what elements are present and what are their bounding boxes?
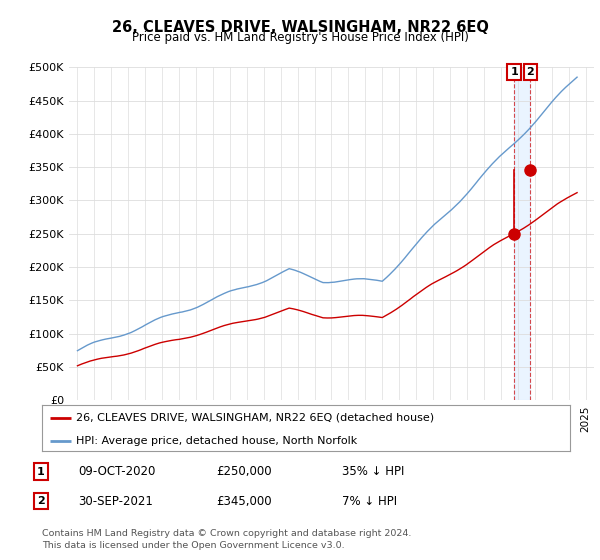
Text: 2: 2 <box>527 67 535 77</box>
Text: £250,000: £250,000 <box>216 465 272 478</box>
Text: 1: 1 <box>510 67 518 77</box>
Text: 7% ↓ HPI: 7% ↓ HPI <box>342 494 397 508</box>
Text: 09-OCT-2020: 09-OCT-2020 <box>78 465 155 478</box>
Text: 1: 1 <box>37 466 44 477</box>
Bar <box>514 67 530 400</box>
Text: 2: 2 <box>37 496 44 506</box>
Text: 30-SEP-2021: 30-SEP-2021 <box>78 494 153 508</box>
Text: Contains HM Land Registry data © Crown copyright and database right 2024.
This d: Contains HM Land Registry data © Crown c… <box>42 529 412 550</box>
Text: Price paid vs. HM Land Registry's House Price Index (HPI): Price paid vs. HM Land Registry's House … <box>131 31 469 44</box>
Text: HPI: Average price, detached house, North Norfolk: HPI: Average price, detached house, Nort… <box>76 436 358 446</box>
Text: £345,000: £345,000 <box>216 494 272 508</box>
Text: 26, CLEAVES DRIVE, WALSINGHAM, NR22 6EQ: 26, CLEAVES DRIVE, WALSINGHAM, NR22 6EQ <box>112 20 488 35</box>
Text: 26, CLEAVES DRIVE, WALSINGHAM, NR22 6EQ (detached house): 26, CLEAVES DRIVE, WALSINGHAM, NR22 6EQ … <box>76 413 434 423</box>
Text: 35% ↓ HPI: 35% ↓ HPI <box>342 465 404 478</box>
